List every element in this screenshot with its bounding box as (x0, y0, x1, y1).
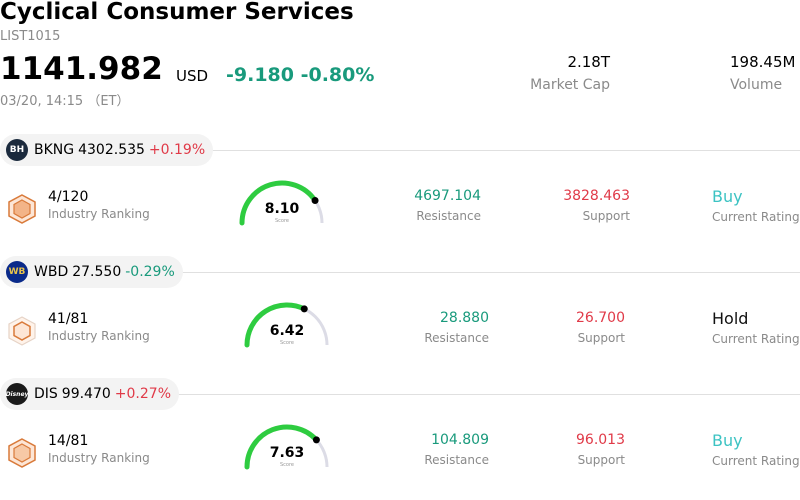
ranking-hexagon-icon (8, 316, 36, 346)
currency-label: USD (176, 67, 209, 85)
logo-text: WB (8, 267, 26, 277)
support-label: Support (577, 453, 625, 467)
gauge-marker (311, 197, 319, 205)
change-percent: -0.80% (300, 64, 375, 86)
volume-value: 198.45M (730, 53, 796, 71)
rating-value: Hold (712, 309, 749, 328)
wbd-logo-icon: WB (6, 261, 28, 283)
divider (0, 150, 800, 151)
gauge-fill (244, 302, 307, 348)
stock-price: 27.550 (72, 264, 122, 280)
list-code: LIST1015 (0, 29, 61, 44)
score-label: Score (275, 218, 289, 224)
ranking-hexagon-icon (8, 438, 36, 468)
bkng-logo-icon: BH (6, 139, 28, 161)
stock-change: -0.29% (125, 264, 175, 280)
gauge-marker (300, 305, 308, 313)
resistance-label: Resistance (424, 453, 489, 467)
change-value: -9.180 (226, 64, 294, 86)
support-label: Support (582, 209, 630, 223)
score-gauge: 8.10 Score (238, 179, 326, 231)
volume-label: Volume (730, 77, 783, 93)
rating-label: Current Rating (712, 332, 800, 346)
score-label: Score (280, 340, 294, 346)
dis-logo-icon: Disney (6, 383, 28, 405)
divider (0, 394, 800, 395)
rating-value: Buy (712, 431, 743, 450)
page-title: Cyclical Consumer Services (0, 0, 354, 25)
resistance-label: Resistance (424, 331, 489, 345)
support-label: Support (577, 331, 625, 345)
logo-text: Disney (5, 390, 29, 398)
rating-label: Current Rating (712, 454, 800, 468)
index-change: -9.180 -0.80% (226, 64, 374, 86)
rating-value: Buy (712, 187, 743, 206)
gauge-marker (312, 436, 320, 444)
stock-row-wbd[interactable]: WB WBD 27.550 -0.29% 41/81 Industry Rank… (0, 256, 800, 378)
score-value: 8.10 (265, 201, 300, 217)
score-value: 6.42 (270, 323, 305, 339)
stock-row-dis[interactable]: Disney DIS 99.470 +0.27% 14/81 Industry … (0, 378, 800, 500)
resistance-value: 104.809 (431, 432, 489, 448)
stock-change: +0.19% (148, 142, 206, 158)
stock-price: 99.470 (61, 386, 111, 402)
stock-price: 4302.535 (78, 142, 145, 158)
industry-rank-value: 4/120 (48, 189, 89, 205)
stock-pill-bkng[interactable]: BH BKNG 4302.535 +0.19% (0, 134, 214, 166)
score-value: 7.63 (270, 445, 305, 461)
resistance-value: 28.880 (440, 310, 489, 326)
ranking-hexagon-icon (8, 194, 36, 224)
stock-row-bkng[interactable]: BH BKNG 4302.535 +0.19% 4/120 Industry R… (0, 134, 800, 256)
stock-symbol: DIS (34, 386, 58, 402)
score-gauge: 6.42 Score (243, 301, 331, 353)
stock-pill-dis[interactable]: Disney DIS 99.470 +0.27% (0, 378, 180, 410)
industry-rank-label: Industry Ranking (48, 329, 150, 343)
support-value: 3828.463 (563, 188, 630, 204)
score-gauge: 7.63 Score (243, 423, 331, 475)
gauge-fill (244, 424, 319, 470)
timestamp: 03/20, 14:15 （ET） (0, 94, 130, 109)
stock-pill-wbd[interactable]: WB WBD 27.550 -0.29% (0, 256, 183, 288)
index-price: 1141.982 (0, 51, 163, 87)
stock-change: +0.27% (114, 386, 172, 402)
resistance-value: 4697.104 (414, 188, 481, 204)
logo-text: BH (9, 145, 25, 155)
industry-rank-label: Industry Ranking (48, 207, 150, 221)
support-value: 26.700 (576, 310, 625, 326)
market-cap-value: 2.18T (567, 53, 610, 71)
industry-rank-label: Industry Ranking (48, 451, 150, 465)
resistance-label: Resistance (416, 209, 481, 223)
stock-symbol: WBD (34, 264, 69, 280)
gauge-fill (239, 180, 318, 226)
support-value: 96.013 (576, 432, 625, 448)
rating-label: Current Rating (712, 210, 800, 224)
market-cap-label: Market Cap (530, 77, 610, 93)
score-label: Score (280, 462, 294, 468)
industry-rank-value: 14/81 (48, 433, 89, 449)
divider (0, 272, 800, 273)
industry-rank-value: 41/81 (48, 311, 89, 327)
stock-symbol: BKNG (34, 142, 75, 158)
